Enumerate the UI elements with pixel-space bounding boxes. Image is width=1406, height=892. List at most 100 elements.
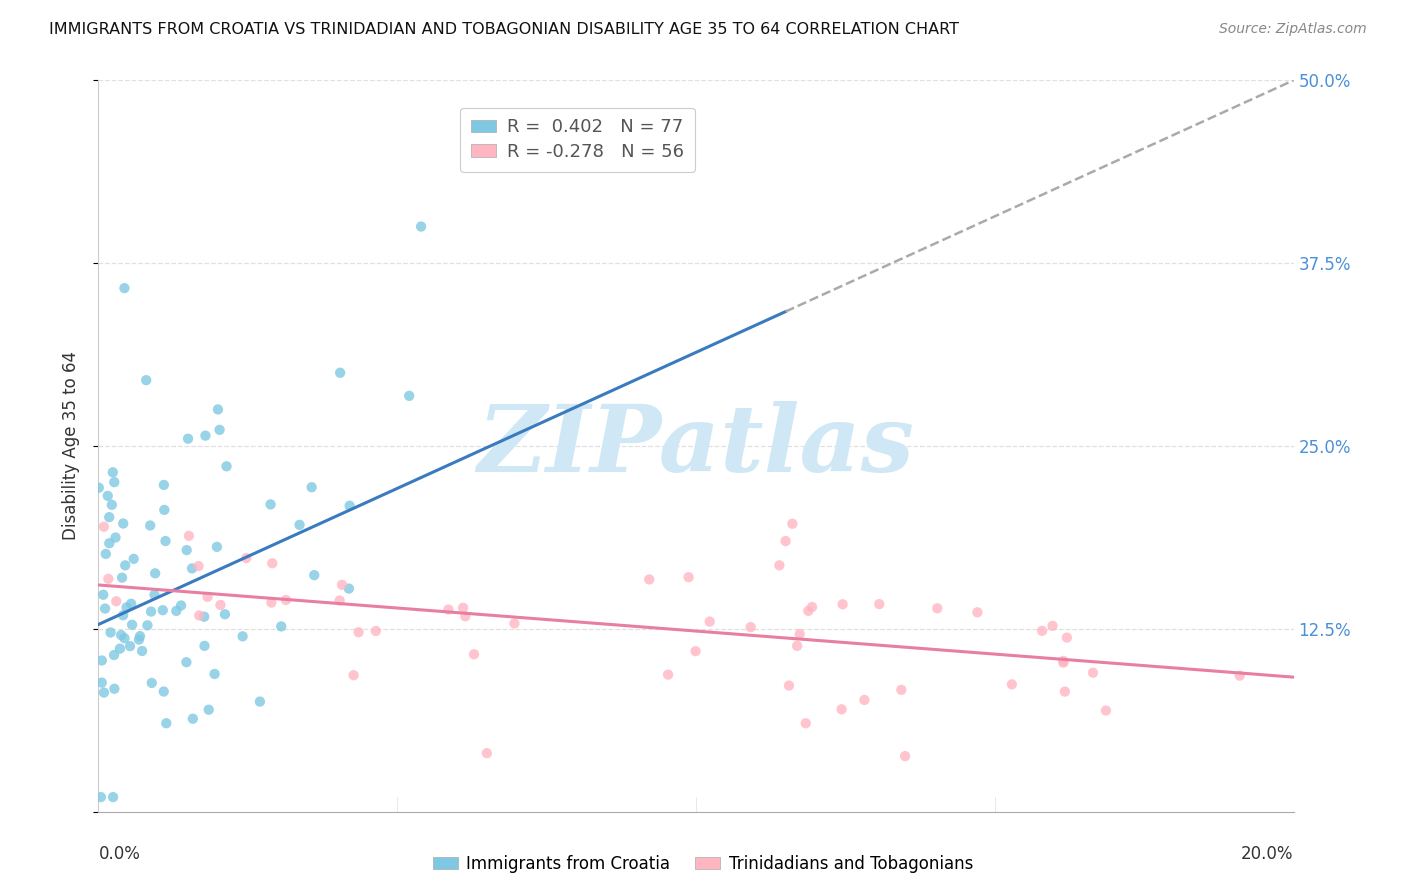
- Point: [103, 681, 125, 696]
- Point: [740, 620, 762, 634]
- Point: [120, 639, 142, 653]
- Point: [789, 627, 811, 641]
- Point: [105, 594, 128, 608]
- Point: [152, 684, 174, 698]
- Point: [115, 600, 138, 615]
- Point: [141, 676, 163, 690]
- Legend: Immigrants from Croatia, Trinidadians and Tobagonians: Immigrants from Croatia, Trinidadians an…: [426, 848, 980, 880]
- Point: [890, 682, 912, 697]
- Point: [475, 746, 498, 760]
- Point: [1042, 619, 1064, 633]
- Point: [90, 790, 112, 805]
- Point: [782, 516, 804, 531]
- Point: [143, 588, 166, 602]
- Point: [329, 593, 352, 607]
- Point: [451, 600, 474, 615]
- Point: [177, 432, 200, 446]
- Point: [194, 428, 217, 442]
- Legend: R =  0.402   N = 77, R = -0.278   N = 56: R = 0.402 N = 77, R = -0.278 N = 56: [460, 108, 695, 171]
- Point: [209, 598, 232, 612]
- Point: [94, 547, 117, 561]
- Point: [176, 543, 198, 558]
- Point: [801, 599, 824, 614]
- Point: [342, 668, 364, 682]
- Point: [193, 639, 215, 653]
- Point: [411, 219, 433, 234]
- Point: [108, 641, 131, 656]
- Point: [274, 593, 297, 607]
- Point: [94, 601, 117, 615]
- Point: [853, 693, 876, 707]
- Point: [155, 716, 177, 731]
- Point: [775, 534, 797, 549]
- Point: [114, 281, 136, 295]
- Point: [153, 478, 176, 492]
- Point: [249, 695, 271, 709]
- Point: [197, 703, 219, 717]
- Point: [364, 624, 387, 638]
- Point: [678, 570, 700, 584]
- Point: [139, 605, 162, 619]
- Point: [339, 499, 361, 513]
- Text: 0.0%: 0.0%: [98, 845, 141, 863]
- Point: [136, 618, 159, 632]
- Text: ZIPatlas: ZIPatlas: [478, 401, 914, 491]
- Point: [111, 571, 134, 585]
- Point: [699, 615, 721, 629]
- Point: [121, 617, 143, 632]
- Point: [181, 561, 204, 575]
- Point: [1081, 665, 1104, 680]
- Point: [1001, 677, 1024, 691]
- Point: [232, 629, 254, 643]
- Point: [103, 648, 125, 662]
- Point: [638, 573, 661, 587]
- Point: [110, 628, 132, 642]
- Point: [90, 653, 112, 667]
- Point: [91, 588, 114, 602]
- Text: Source: ZipAtlas.com: Source: ZipAtlas.com: [1219, 22, 1367, 37]
- Point: [503, 616, 526, 631]
- Point: [1095, 704, 1118, 718]
- Point: [114, 631, 136, 645]
- Point: [98, 510, 121, 524]
- Point: [122, 552, 145, 566]
- Point: [90, 675, 112, 690]
- Point: [143, 566, 166, 581]
- Point: [112, 516, 135, 531]
- Point: [288, 517, 311, 532]
- Point: [101, 790, 124, 805]
- Point: [437, 602, 460, 616]
- Point: [93, 685, 115, 699]
- Point: [112, 608, 135, 623]
- Point: [301, 480, 323, 494]
- Point: [831, 597, 853, 611]
- Point: [1052, 654, 1074, 668]
- Point: [778, 679, 800, 693]
- Point: [97, 572, 120, 586]
- Point: [207, 402, 229, 417]
- Point: [270, 619, 292, 633]
- Point: [155, 534, 177, 549]
- Point: [152, 603, 174, 617]
- Point: [101, 498, 124, 512]
- Point: [87, 481, 110, 495]
- Point: [398, 389, 420, 403]
- Point: [894, 749, 917, 764]
- Text: IMMIGRANTS FROM CROATIA VS TRINIDADIAN AND TOBAGONIAN DISABILITY AGE 35 TO 64 CO: IMMIGRANTS FROM CROATIA VS TRINIDADIAN A…: [49, 22, 959, 37]
- Point: [330, 578, 353, 592]
- Point: [103, 475, 125, 490]
- Point: [197, 590, 219, 604]
- Point: [131, 644, 153, 658]
- Point: [831, 702, 853, 716]
- Point: [176, 655, 198, 669]
- Point: [797, 604, 820, 618]
- Point: [657, 667, 679, 681]
- Point: [177, 529, 200, 543]
- Point: [1052, 656, 1074, 670]
- Point: [101, 465, 124, 479]
- Point: [129, 629, 152, 643]
- Point: [262, 556, 284, 570]
- Point: [120, 597, 142, 611]
- Point: [1229, 668, 1251, 682]
- Point: [188, 608, 211, 623]
